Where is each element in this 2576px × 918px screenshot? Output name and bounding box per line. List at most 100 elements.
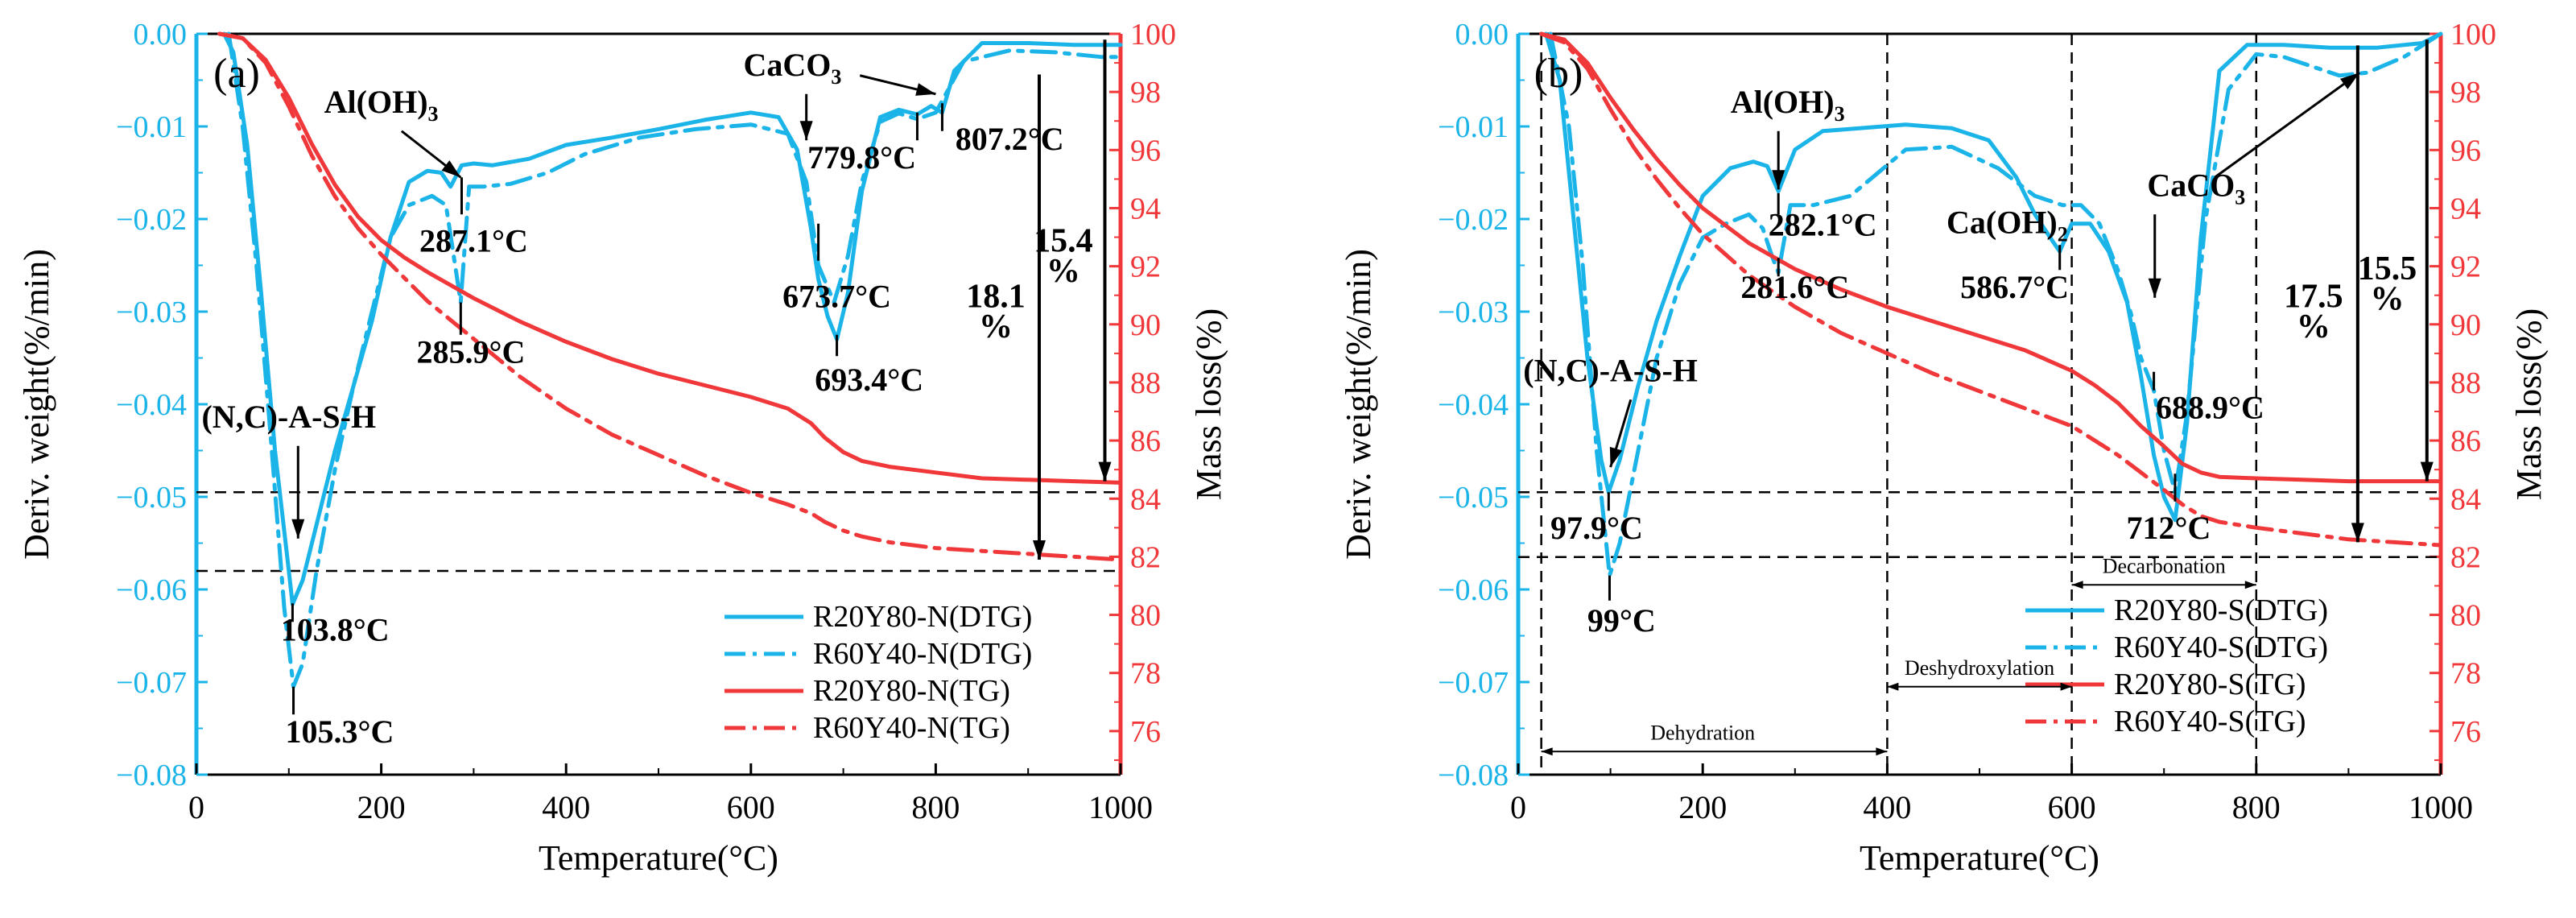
series-line-r20y80-s-dtg- <box>1543 31 2443 523</box>
left-tick-label: −0.07 <box>1438 666 1509 700</box>
subscript: 3 <box>831 65 841 89</box>
peak-label: 287.1°C <box>419 222 528 258</box>
x-axis-title: Temperature(°C) <box>1860 838 2099 878</box>
right-tick-label: 92 <box>1130 250 1161 284</box>
x-tick-label: 400 <box>1863 789 1911 825</box>
dehydration-range-head-right <box>1876 747 1888 756</box>
mass-loss-arrow-1-head <box>1032 540 1046 560</box>
legend-label: R20Y80-N(TG) <box>813 674 1010 708</box>
right-tick-label: 82 <box>1130 540 1161 574</box>
x-tick-label: 200 <box>357 789 406 825</box>
subscript: 2 <box>2058 222 2068 246</box>
legend-label: R60Y40-N(DTG) <box>813 637 1032 671</box>
right-tick-label: 78 <box>2450 657 2481 691</box>
x-tick-label: 600 <box>727 789 775 825</box>
left-tick-label: −0.08 <box>116 759 187 792</box>
mass-loss-unit: % <box>2371 281 2405 318</box>
right-tick-label: 76 <box>1130 715 1161 749</box>
right-tick-label: 84 <box>1130 482 1161 516</box>
right-tick-label: 98 <box>2450 76 2481 110</box>
right-tick-label: 84 <box>2450 482 2481 516</box>
x-tick-label: 1000 <box>2409 789 2473 825</box>
right-tick-label: 86 <box>2450 424 2481 458</box>
right-axis-title: Mass loss(%) <box>1189 308 1228 500</box>
x-tick-label: 200 <box>1678 789 1727 825</box>
mass-loss-unit: % <box>2297 308 2330 345</box>
annotation-caco3: CaCO3 <box>2147 167 2245 209</box>
x-tick-label: 600 <box>2048 789 2096 825</box>
peak-label: 282.1°C <box>1769 207 1877 243</box>
peak-label: 281.6°C <box>1740 269 1849 305</box>
subscript: 3 <box>2235 185 2245 209</box>
range-label-decarbonation: Decarbonation <box>2103 554 2226 577</box>
right-tick-label: 80 <box>1130 599 1161 633</box>
deshydroxylation-range-head-right <box>2060 682 2072 691</box>
x-tick-label: 800 <box>911 789 960 825</box>
right-tick-label: 96 <box>2450 134 2481 167</box>
series-line-r20y80-s-tg- <box>1539 31 2443 484</box>
peak-label: 586.7°C <box>1960 269 2069 305</box>
series-line-r60y40-n-tg- <box>217 31 1123 562</box>
left-axis-title: Deriv. weight(%/min) <box>17 249 56 560</box>
mass-loss-unit: % <box>979 308 1013 345</box>
right-tick-label: 88 <box>2450 366 2481 400</box>
right-tick-label: 80 <box>2450 599 2481 633</box>
nc-ash-arrow-head <box>1609 446 1623 468</box>
left-tick-label: −0.01 <box>116 110 187 144</box>
peak-label: 285.9°C <box>417 333 526 370</box>
left-tick-label: −0.03 <box>116 296 187 329</box>
annotation-nc-ash: (N,C)-A-S-H <box>1523 352 1698 388</box>
caco3-arrow-2-head <box>2340 72 2360 89</box>
dehydration-range-head-left <box>1541 747 1553 756</box>
peak-label: 99°C <box>1587 602 1656 639</box>
legend-label: R20Y80-S(TG) <box>2114 668 2306 701</box>
peak-label: 105.3°C <box>285 713 394 750</box>
legend-label: R20Y80-N(DTG) <box>813 600 1032 634</box>
right-tick-label: 76 <box>2450 715 2481 749</box>
x-axis-title: Temperature(°C) <box>539 838 778 878</box>
series-line-r60y40-n-dtg- <box>226 31 1123 689</box>
left-tick-label: −0.06 <box>116 573 187 607</box>
decarbonation-range-head-right <box>2244 581 2256 589</box>
peak-label: 97.9°C <box>1550 510 1643 546</box>
annotation-nc-ash: (N,C)-A-S-H <box>201 399 376 435</box>
left-tick-label: −0.07 <box>116 666 187 700</box>
annotation-al-oh3: Al(OH)3 <box>324 84 439 126</box>
panel-a: 0 200 400 600 800 1000 Temperature(°C) 0.00 −0.0… <box>17 18 1228 878</box>
legend-label: R60Y40-N(TG) <box>813 711 1010 745</box>
right-tick-label: 94 <box>1130 192 1161 225</box>
right-tick-label: 100 <box>2450 18 2496 52</box>
peak-label: 693.4°C <box>815 362 923 398</box>
right-tick-label: 82 <box>2450 540 2481 574</box>
annotation-ca-oh2: Ca(OH)2 <box>1946 204 2068 246</box>
left-tick-label: −0.02 <box>1438 203 1509 237</box>
right-tick-label: 100 <box>1130 18 1176 52</box>
left-tick-label: −0.04 <box>1438 388 1509 422</box>
legend-label: R60Y40-S(TG) <box>2114 705 2306 738</box>
legend-label: R60Y40-S(DTG) <box>2114 631 2328 664</box>
peak-label: 103.8°C <box>281 611 390 647</box>
mass-loss-value: 15.4 <box>1034 222 1093 259</box>
right-tick-label: 94 <box>2450 192 2481 225</box>
right-tick-label: 78 <box>1130 657 1161 691</box>
series-line-r60y40-s-tg- <box>1539 31 2443 548</box>
mass-loss-arrow-2-head <box>2420 461 2434 482</box>
left-tick-label: −0.05 <box>116 481 187 515</box>
mass-loss-arrow-2-head <box>1098 461 1112 482</box>
mass-loss-unit: % <box>1046 253 1080 290</box>
panel-label: (b) <box>1534 51 1583 97</box>
al-oh3-arrow-head <box>1772 170 1785 190</box>
peak-label: 688.9°C <box>2156 389 2264 425</box>
left-tick-label: 0.00 <box>134 18 188 52</box>
caco3-arrow-1-head <box>2148 278 2161 298</box>
right-tick-label: 98 <box>1130 76 1161 110</box>
mass-loss-value: 17.5 <box>2284 278 2343 315</box>
right-tick-label: 90 <box>1130 308 1161 342</box>
x-tick-label: 1000 <box>1088 789 1153 825</box>
right-tick-label: 96 <box>1130 134 1161 167</box>
right-axis-title: Mass loss(%) <box>2509 308 2549 500</box>
series-line-r60y40-s-dtg- <box>1548 31 2443 578</box>
al-oh3-arrow-head <box>441 160 461 178</box>
x-tick-label: 400 <box>542 789 590 825</box>
left-tick-label: 0.00 <box>1455 18 1509 52</box>
